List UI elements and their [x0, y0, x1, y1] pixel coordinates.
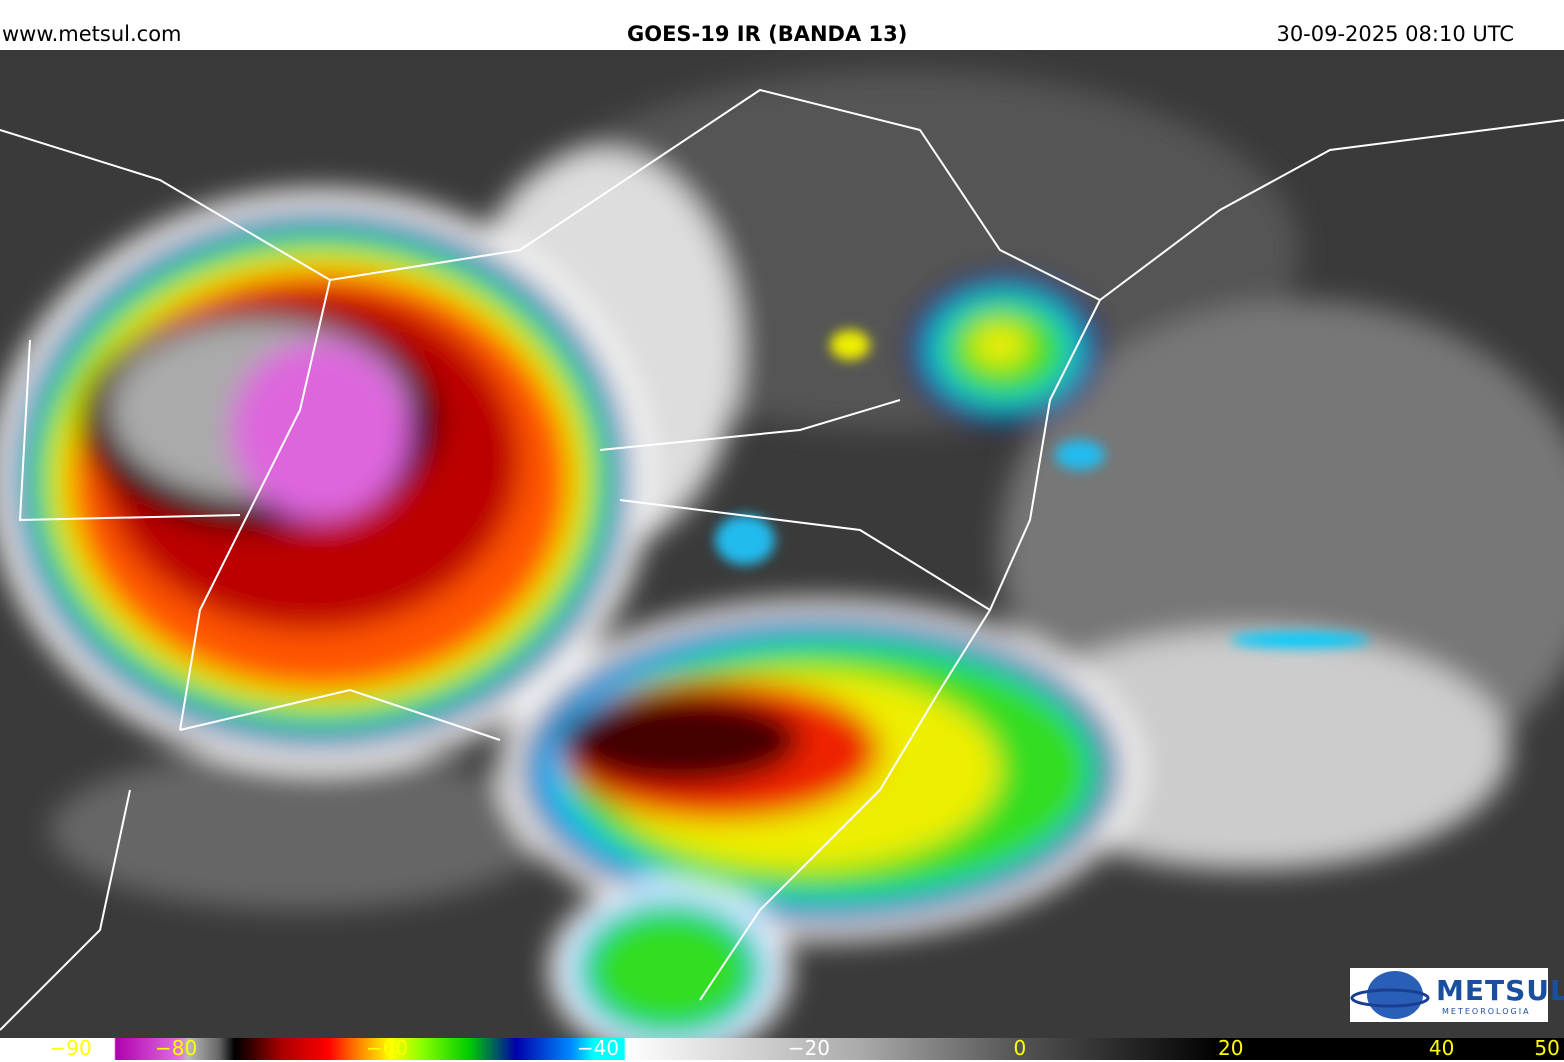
- logo-tagline: METEOROLOGIA: [1442, 1007, 1531, 1016]
- colorbar-tick-label: −60: [365, 1036, 409, 1060]
- logo-globe: [1350, 971, 1430, 1019]
- colorbar-tick-label: 40: [1428, 1036, 1455, 1060]
- colorbar-tick-label: 50: [1534, 1036, 1560, 1060]
- colorbar-tick-label: 0: [1013, 1036, 1027, 1060]
- source: www.metsul.com: [2, 22, 182, 46]
- timestamp: 30-09-2025 08:10 UTC: [1276, 22, 1514, 46]
- colorbar-tick-label: 20: [1218, 1036, 1244, 1060]
- title: GOES-19 IR (BANDA 13): [627, 22, 908, 46]
- colorbar-tick-label: −80: [155, 1036, 198, 1060]
- colorbar-tick-label: −20: [787, 1036, 830, 1060]
- satellite-image: [0, 50, 1564, 1038]
- colorbar-tick-label: −90: [49, 1036, 92, 1060]
- colorbar-tick-label: −40: [576, 1036, 620, 1060]
- logo: METSUL METEOROLOGIA: [1350, 968, 1564, 1022]
- logo-name: METSUL: [1436, 974, 1564, 1007]
- colorbar: [0, 1038, 1564, 1060]
